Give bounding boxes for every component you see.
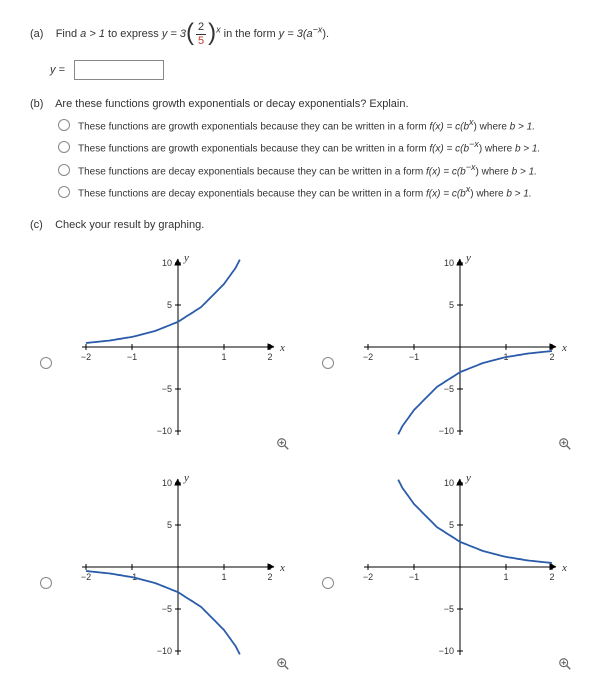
svg-text:−5: −5 bbox=[162, 384, 172, 394]
chart-wrap: −2−112−10−5510xy bbox=[58, 469, 288, 669]
svg-text:10: 10 bbox=[443, 258, 453, 268]
svg-text:1: 1 bbox=[221, 352, 226, 362]
chart-svg: −2−112−10−5510xy bbox=[340, 249, 570, 449]
radio-icon[interactable] bbox=[58, 141, 70, 153]
chart-option-2[interactable]: −2−112−10−5510xy bbox=[40, 469, 302, 669]
zoom-icon[interactable] bbox=[558, 657, 572, 671]
part-a-label: (a) bbox=[30, 28, 43, 40]
svg-text:1: 1 bbox=[221, 572, 226, 582]
chart-option-1[interactable]: −2−112−10−5510xy bbox=[322, 249, 584, 449]
answer-row: y = bbox=[50, 60, 583, 80]
svg-text:−2: −2 bbox=[362, 352, 372, 362]
svg-text:5: 5 bbox=[448, 520, 453, 530]
part-c-text: Check your result by graphing. bbox=[55, 219, 204, 231]
chart-svg: −2−112−10−5510xy bbox=[58, 469, 288, 669]
svg-text:−1: −1 bbox=[408, 572, 418, 582]
part-b: (b) Are these functions growth exponenti… bbox=[30, 98, 583, 201]
svg-text:x: x bbox=[279, 342, 285, 354]
zoom-icon[interactable] bbox=[276, 437, 290, 451]
svg-text:2: 2 bbox=[549, 572, 554, 582]
radio-icon[interactable] bbox=[40, 357, 52, 369]
svg-text:10: 10 bbox=[443, 478, 453, 488]
radio-icon[interactable] bbox=[322, 577, 334, 589]
radio-icon[interactable] bbox=[322, 357, 334, 369]
part-a-text: Find a > 1 to express y = 3(25)x in the … bbox=[56, 28, 329, 40]
svg-text:−10: −10 bbox=[157, 426, 172, 436]
svg-text:−1: −1 bbox=[408, 352, 418, 362]
option-0[interactable]: These functions are growth exponentials … bbox=[58, 116, 583, 134]
part-b-question: Are these functions growth exponentials … bbox=[55, 98, 408, 110]
svg-text:2: 2 bbox=[267, 572, 272, 582]
chart-wrap: −2−112−10−5510xy bbox=[340, 249, 570, 449]
part-b-options: These functions are growth exponentials … bbox=[58, 116, 583, 201]
svg-text:−5: −5 bbox=[443, 384, 453, 394]
svg-text:10: 10 bbox=[162, 258, 172, 268]
zoom-icon[interactable] bbox=[558, 437, 572, 451]
svg-text:2: 2 bbox=[549, 352, 554, 362]
svg-text:−2: −2 bbox=[81, 572, 91, 582]
svg-text:−5: −5 bbox=[443, 604, 453, 614]
part-c-label: (c) bbox=[30, 219, 43, 231]
svg-text:5: 5 bbox=[167, 520, 172, 530]
svg-text:10: 10 bbox=[162, 478, 172, 488]
radio-icon[interactable] bbox=[58, 186, 70, 198]
svg-text:2: 2 bbox=[267, 352, 272, 362]
chart-wrap: −2 −1 1 2 −10 −5 5 10 x y bbox=[340, 469, 570, 669]
svg-text:y: y bbox=[465, 472, 471, 484]
part-a: (a) Find a > 1 to express y = 3(25)x in … bbox=[30, 20, 583, 80]
svg-text:−5: −5 bbox=[162, 604, 172, 614]
svg-text:y: y bbox=[183, 472, 189, 484]
svg-text:5: 5 bbox=[448, 300, 453, 310]
svg-text:x: x bbox=[561, 562, 567, 574]
radio-icon[interactable] bbox=[58, 164, 70, 176]
charts-grid: −2 −1 1 2 −10 −5 5 10 x y −2 −1 1 2 −10 −5 5 10 x y −2 −1 1 2… bbox=[40, 249, 583, 669]
chart-option-3[interactable]: −2 −1 1 2 −10 −5 5 10 x y bbox=[322, 469, 584, 669]
svg-text:1: 1 bbox=[503, 572, 508, 582]
svg-text:−1: −1 bbox=[127, 352, 137, 362]
svg-text:−10: −10 bbox=[438, 646, 453, 656]
svg-text:y: y bbox=[183, 252, 189, 264]
zoom-icon[interactable] bbox=[276, 657, 290, 671]
svg-text:−2: −2 bbox=[362, 572, 372, 582]
part-c: (c) Check your result by graphing. bbox=[30, 219, 583, 231]
part-b-label: (b) bbox=[30, 98, 43, 110]
option-3[interactable]: These functions are decay exponentials b… bbox=[58, 183, 583, 201]
radio-icon[interactable] bbox=[40, 577, 52, 589]
svg-text:−10: −10 bbox=[438, 426, 453, 436]
svg-text:x: x bbox=[279, 562, 285, 574]
svg-text:−2: −2 bbox=[81, 352, 91, 362]
svg-text:x: x bbox=[561, 342, 567, 354]
svg-text:−10: −10 bbox=[157, 646, 172, 656]
chart-svg: −2 −1 1 2 −10 −5 5 10 x y bbox=[58, 249, 288, 449]
option-2[interactable]: These functions are decay exponentials b… bbox=[58, 161, 583, 179]
svg-text:y: y bbox=[465, 252, 471, 264]
chart-option-0[interactable]: −2 −1 1 2 −10 −5 5 10 x y bbox=[40, 249, 302, 449]
radio-icon[interactable] bbox=[58, 119, 70, 131]
answer-input[interactable] bbox=[74, 60, 164, 80]
chart-wrap: −2 −1 1 2 −10 −5 5 10 x y bbox=[58, 249, 288, 449]
chart-svg: −2 −1 1 2 −10 −5 5 10 x y bbox=[340, 469, 570, 669]
option-1[interactable]: These functions are growth exponentials … bbox=[58, 138, 583, 156]
answer-label: y = bbox=[50, 64, 65, 76]
svg-text:5: 5 bbox=[167, 300, 172, 310]
